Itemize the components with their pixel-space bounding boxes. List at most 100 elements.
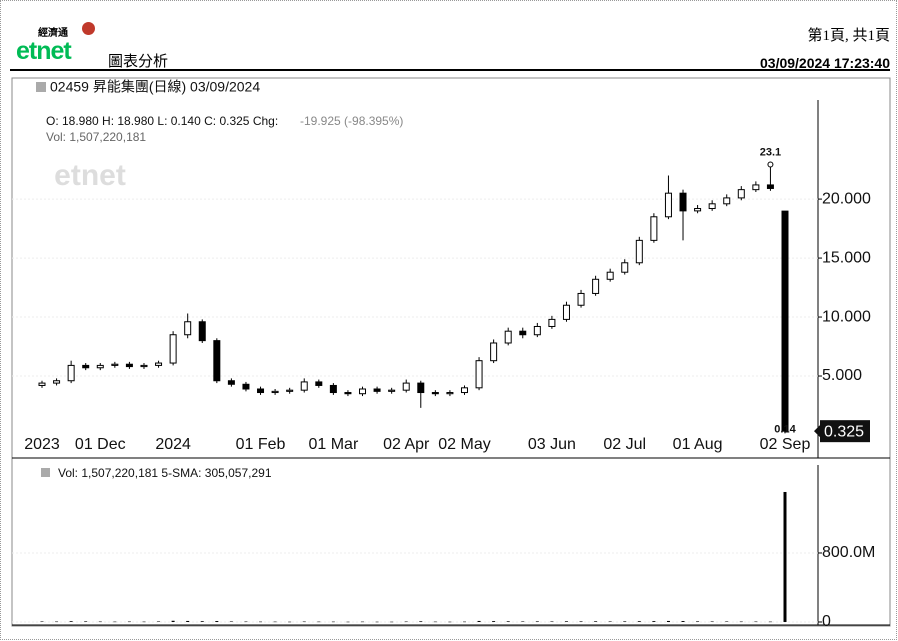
volume-bar	[754, 621, 758, 623]
volume-bar	[666, 620, 670, 622]
volume-bar	[69, 621, 73, 622]
candle-body	[271, 390, 279, 394]
last-price-arrow	[814, 425, 820, 438]
candle-body	[67, 364, 75, 382]
candle-body	[592, 278, 600, 294]
volume-bar	[710, 621, 714, 622]
volume-bar	[317, 621, 321, 623]
candle-body	[766, 184, 774, 189]
logo-sub: 經濟通	[38, 28, 68, 39]
annotation-marker	[767, 161, 774, 168]
volume-bar	[127, 621, 131, 623]
candle-body	[198, 321, 206, 342]
y-tick-label: 800.0M	[822, 544, 875, 561]
timestamp: 03/09/2024 17:23:40	[760, 55, 890, 71]
change-label: -19.925 (-98.395%)	[300, 114, 403, 128]
candle-body	[96, 364, 104, 369]
volume-bar	[113, 621, 117, 623]
volume-bar	[361, 621, 365, 623]
candle-body	[723, 197, 731, 205]
x-tick-label: 02 Sep	[760, 436, 811, 453]
y-tick-label: 5.000	[822, 367, 862, 384]
volume-bar	[535, 621, 539, 622]
volume-bar	[98, 621, 102, 623]
volume-bar	[186, 620, 190, 622]
volume-bar	[623, 621, 627, 622]
candle-body	[781, 210, 789, 432]
x-tick-label: 01 Aug	[673, 436, 723, 453]
annotation: 0.14	[774, 423, 796, 435]
candle-body	[286, 389, 294, 392]
volume-bar	[157, 621, 161, 622]
candle-body	[402, 382, 410, 391]
volume-bar	[608, 621, 612, 622]
candle-body	[300, 381, 308, 391]
candle-body	[388, 389, 396, 392]
candle-body	[606, 271, 614, 280]
volume-bar	[375, 621, 379, 623]
candle-body	[242, 383, 250, 390]
x-tick-label: 03 Jun	[528, 436, 576, 453]
volume-bar	[419, 621, 423, 622]
volume-bar	[273, 621, 277, 623]
x-tick-label: 2024	[155, 436, 191, 453]
volume-bar	[696, 621, 700, 622]
chart-title: 02459 昇能集團(日線) 03/09/2024	[50, 79, 260, 95]
volume-bar	[215, 621, 219, 622]
volume-bar	[40, 621, 44, 622]
candle-body	[548, 318, 556, 327]
volume-bar	[171, 620, 175, 622]
candle-body	[679, 192, 687, 212]
candle-body	[227, 380, 235, 385]
candle-body	[125, 363, 133, 368]
candle-body	[169, 334, 177, 364]
watermark: etnet	[54, 159, 126, 192]
candle-body	[708, 203, 716, 210]
volume-bar	[521, 621, 525, 622]
ohlc-label: O: 18.980 H: 18.980 L: 0.140 C: 0.325 Ch…	[46, 114, 278, 128]
volume-bar	[462, 621, 466, 623]
x-tick-label: 2023	[24, 436, 60, 453]
checkbox	[41, 468, 50, 477]
candle-body	[359, 388, 367, 395]
y-tick-label: 15.000	[822, 249, 871, 266]
volume-bar	[725, 621, 729, 622]
volume-bar	[244, 621, 248, 623]
volume-bar	[579, 621, 583, 622]
x-tick-label: 01 Feb	[236, 436, 286, 453]
logo-badge	[82, 22, 95, 35]
candle-body	[519, 330, 527, 336]
candle-body	[650, 216, 658, 241]
volume-bar	[331, 621, 335, 623]
volume-bar	[739, 621, 743, 623]
volume-title: Vol: 1,507,220,181 5-SMA: 305,057,291	[58, 466, 272, 480]
candle-body	[621, 262, 629, 273]
volume-bar	[84, 621, 88, 622]
candle-body	[315, 381, 323, 386]
volume-bar	[783, 491, 787, 622]
annotation: 23.1	[760, 146, 781, 158]
volume-bar	[506, 621, 510, 622]
candle-body	[257, 388, 265, 394]
volume-bar	[637, 621, 641, 622]
chart-frame	[11, 77, 891, 627]
checkbox	[36, 82, 46, 92]
candle-body	[460, 387, 468, 394]
volume-bar	[564, 621, 568, 622]
candle-body	[562, 304, 570, 320]
volume-bar	[448, 621, 452, 623]
volume-bar	[346, 621, 350, 623]
volume-bar	[681, 621, 685, 622]
logo: etnet	[16, 37, 72, 65]
candle-body	[752, 184, 760, 191]
volume-bar	[55, 621, 59, 623]
candle-body	[475, 360, 483, 389]
last-price-tag	[820, 420, 870, 443]
volume-bar	[550, 621, 554, 622]
volume-bar	[768, 621, 772, 623]
candle-body	[140, 364, 148, 368]
page-info: 第1頁, 共1頁	[807, 28, 890, 44]
